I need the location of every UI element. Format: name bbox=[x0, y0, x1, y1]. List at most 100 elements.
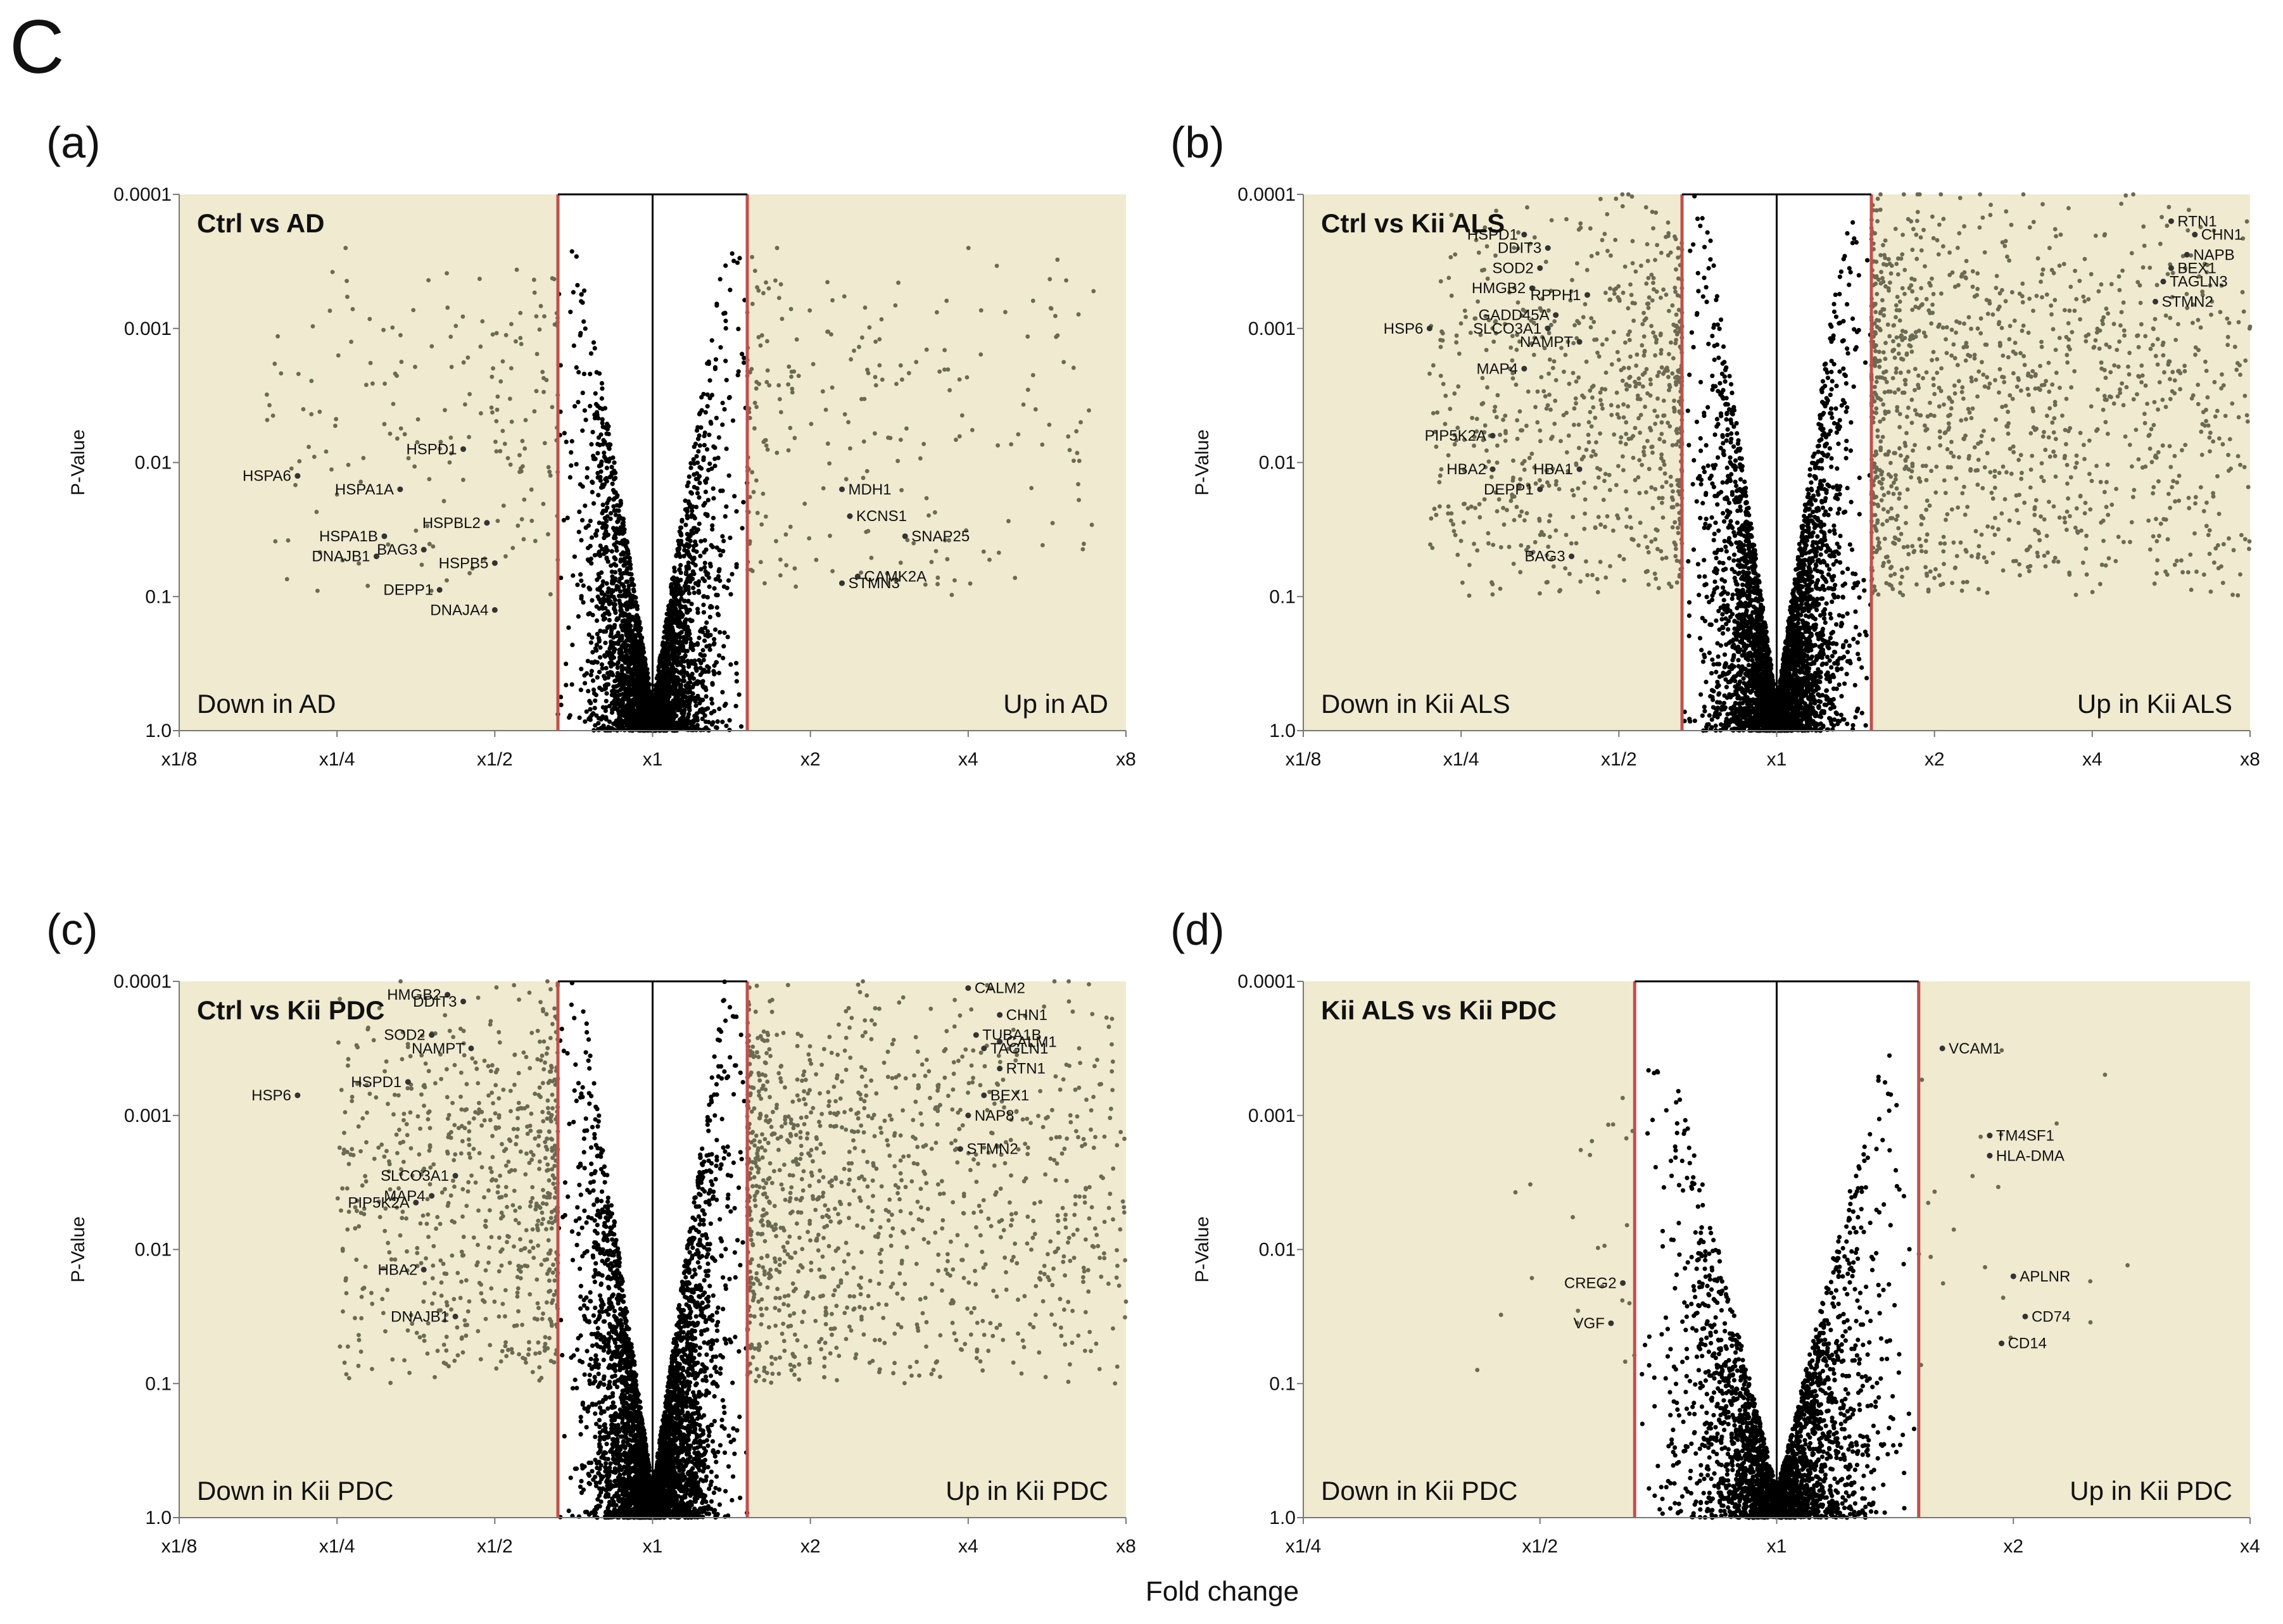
data-point bbox=[590, 598, 595, 603]
data-point bbox=[704, 547, 709, 552]
data-point bbox=[715, 719, 720, 724]
data-point bbox=[1714, 669, 1719, 675]
data-point bbox=[667, 670, 673, 676]
data-point bbox=[591, 501, 597, 506]
data-point bbox=[518, 310, 523, 315]
data-point bbox=[574, 462, 579, 467]
data-point bbox=[686, 560, 691, 565]
data-point bbox=[604, 524, 609, 529]
down-region bbox=[179, 194, 558, 731]
data-point bbox=[765, 447, 770, 452]
data-point bbox=[1830, 653, 1835, 658]
data-point bbox=[692, 571, 697, 577]
data-point bbox=[1808, 656, 1814, 661]
data-point bbox=[571, 343, 576, 348]
data-point bbox=[1702, 410, 1707, 415]
data-point bbox=[707, 461, 712, 467]
data-point bbox=[692, 714, 697, 719]
data-point bbox=[776, 383, 781, 387]
data-point bbox=[689, 720, 694, 725]
panels-group: (a)x1/8 x1/4 x1/2 x1 x2 x4 x81.00.10.010.0010.… bbox=[46, 118, 2260, 1557]
data-point bbox=[571, 290, 576, 295]
data-point bbox=[690, 691, 695, 696]
data-point bbox=[666, 612, 671, 617]
data-point bbox=[629, 597, 635, 602]
data-point bbox=[517, 453, 522, 458]
data-point bbox=[609, 549, 614, 554]
data-point bbox=[959, 413, 964, 418]
data-point bbox=[604, 629, 609, 634]
data-point bbox=[577, 715, 582, 721]
data-point bbox=[1076, 482, 1080, 487]
data-point bbox=[390, 325, 395, 330]
data-point bbox=[1862, 360, 1868, 365]
data-point bbox=[620, 666, 625, 671]
data-point bbox=[704, 694, 709, 699]
data-point bbox=[593, 401, 599, 406]
data-point bbox=[617, 655, 623, 660]
data-point bbox=[586, 585, 591, 590]
data-point bbox=[607, 442, 612, 447]
data-point bbox=[914, 360, 919, 365]
data-point bbox=[467, 434, 471, 439]
data-point bbox=[605, 532, 611, 538]
data-point bbox=[696, 449, 701, 454]
data-point bbox=[697, 443, 702, 448]
data-point bbox=[1033, 407, 1038, 412]
data-point bbox=[866, 370, 871, 375]
data-point bbox=[677, 631, 683, 636]
gene-label: STMN3 bbox=[849, 575, 900, 592]
data-point bbox=[721, 644, 726, 649]
data-point bbox=[692, 444, 697, 450]
data-point bbox=[600, 386, 605, 391]
data-point bbox=[595, 594, 600, 600]
data-point bbox=[737, 256, 742, 261]
data-point bbox=[724, 377, 729, 382]
data-point bbox=[588, 403, 593, 408]
data-point bbox=[603, 640, 608, 646]
data-point bbox=[1709, 688, 1715, 693]
data-point bbox=[1848, 448, 1854, 453]
data-point bbox=[1848, 270, 1853, 275]
data-point bbox=[693, 666, 699, 671]
data-point bbox=[503, 332, 509, 337]
data-point bbox=[609, 670, 614, 676]
data-point bbox=[477, 277, 482, 281]
data-point bbox=[642, 674, 647, 679]
data-point bbox=[286, 538, 291, 543]
data-point bbox=[638, 695, 643, 700]
data-point bbox=[626, 689, 631, 695]
data-point bbox=[778, 410, 783, 415]
data-point bbox=[605, 675, 610, 680]
data-point bbox=[612, 622, 617, 628]
data-point bbox=[669, 598, 674, 603]
data-point bbox=[1714, 417, 1720, 422]
data-point bbox=[618, 502, 623, 508]
data-point bbox=[1089, 522, 1094, 527]
data-point bbox=[600, 582, 605, 588]
data-point bbox=[614, 584, 619, 589]
data-point bbox=[542, 441, 547, 446]
data-point bbox=[705, 392, 710, 397]
data-point bbox=[685, 672, 690, 677]
data-point bbox=[1850, 220, 1856, 225]
data-point bbox=[724, 723, 729, 729]
data-point bbox=[861, 475, 866, 481]
data-point bbox=[681, 674, 686, 679]
y-tick-label: 0.1 bbox=[145, 586, 172, 607]
data-point bbox=[765, 368, 770, 373]
data-point bbox=[588, 640, 593, 645]
data-point bbox=[685, 537, 690, 542]
data-point bbox=[687, 676, 692, 681]
data-point bbox=[680, 669, 685, 674]
data-point bbox=[1726, 536, 1732, 541]
data-point bbox=[1047, 277, 1053, 282]
data-point bbox=[705, 498, 711, 503]
data-point bbox=[1721, 344, 1726, 349]
data-point bbox=[1724, 465, 1730, 470]
data-point bbox=[695, 460, 700, 465]
data-point bbox=[692, 556, 697, 562]
data-point bbox=[605, 501, 610, 506]
data-point bbox=[604, 465, 609, 470]
data-point bbox=[676, 542, 681, 547]
